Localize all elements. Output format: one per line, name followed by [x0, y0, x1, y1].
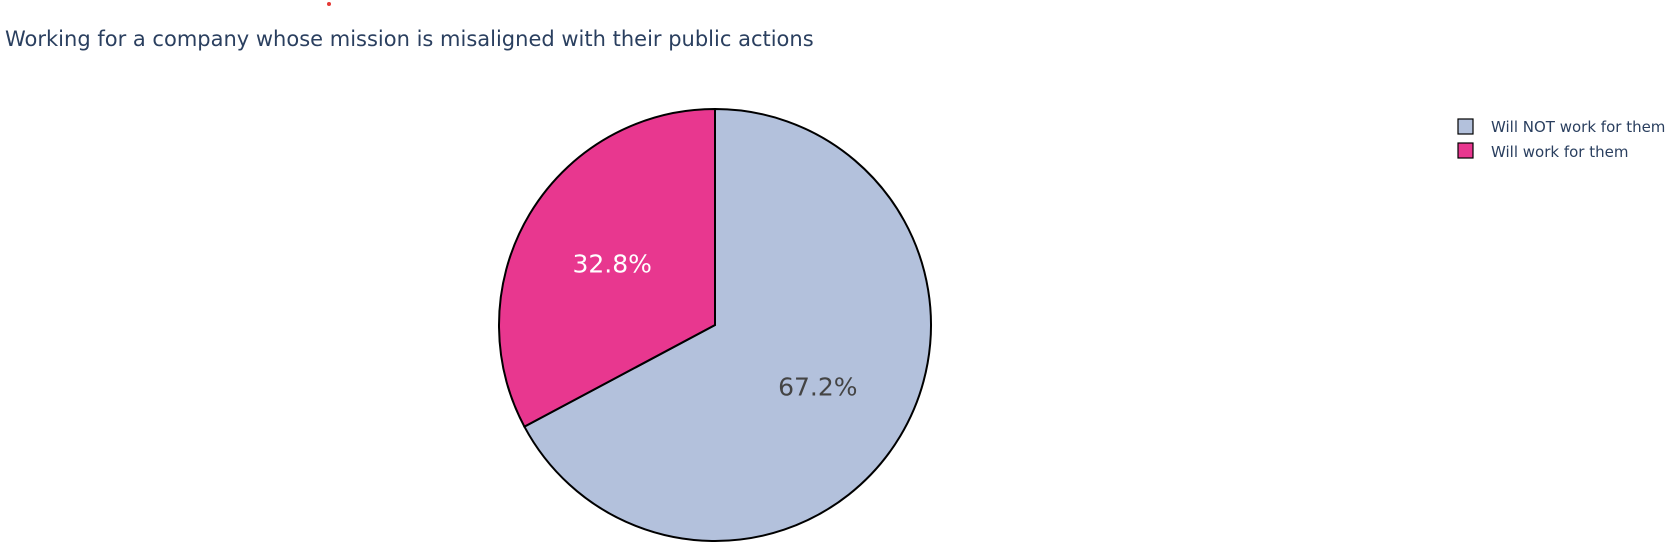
legend-swatch — [1457, 142, 1474, 159]
slice-label: 32.8% — [572, 249, 651, 278]
chart-title: Working for a company whose mission is m… — [5, 27, 814, 51]
legend-swatch — [1457, 118, 1474, 135]
pie-slices — [498, 107, 932, 542]
legend: Will NOT work for them Will work for the… — [1457, 118, 1665, 161]
legend-item-will-not-work[interactable]: Will NOT work for them — [1457, 118, 1665, 136]
slice-label: 67.2% — [778, 373, 857, 402]
marker-dot — [327, 2, 331, 6]
legend-label: Will work for them — [1491, 143, 1628, 161]
slice-labels: 67.2% 32.8% — [572, 249, 857, 401]
legend-item-will-work[interactable]: Will work for them — [1457, 142, 1628, 161]
pie-slice-will-not-work-for-them[interactable] — [523, 107, 932, 542]
legend-label: Will NOT work for them — [1491, 118, 1665, 136]
pie-slice-will-work-for-them[interactable] — [498, 107, 716, 429]
